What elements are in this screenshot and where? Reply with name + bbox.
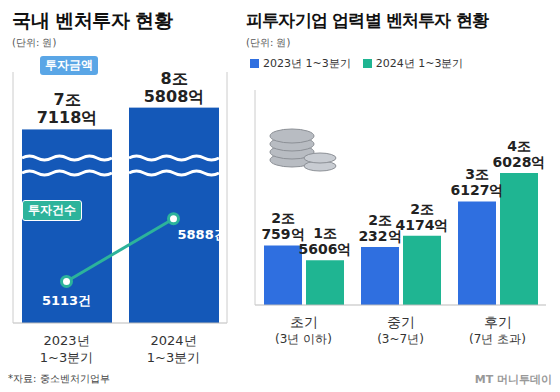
svg-text:3조: 3조 bbox=[465, 166, 489, 182]
svg-text:5808억: 5808억 bbox=[144, 87, 205, 106]
svg-text:중기: 중기 bbox=[387, 314, 415, 330]
svg-text:후기: 후기 bbox=[484, 314, 512, 330]
svg-text:4174억: 4174억 bbox=[396, 217, 449, 233]
svg-text:1조: 1조 bbox=[313, 225, 337, 241]
html-text:2024년 1~3분기: 2024년 1~3분기 bbox=[375, 57, 464, 70]
svg-text:5606억: 5606억 bbox=[299, 241, 352, 257]
svg-text:1~3분기: 1~3분기 bbox=[40, 350, 93, 365]
svg-text:2023년: 2023년 bbox=[43, 333, 89, 348]
html-text:(단위: 원): (단위: 원) bbox=[12, 37, 57, 48]
svg-text:232억: 232억 bbox=[358, 228, 402, 244]
svg-text:8조: 8조 bbox=[160, 69, 187, 88]
svg-text:759억: 759억 bbox=[261, 226, 304, 242]
svg-text:초기: 초기 bbox=[290, 314, 318, 330]
html-text:MT 머니투데이: MT 머니투데이 bbox=[474, 373, 552, 386]
svg-text:2조: 2조 bbox=[410, 201, 434, 217]
svg-text:4조: 4조 bbox=[507, 138, 531, 154]
svg-text:1~3분기: 1~3분기 bbox=[147, 350, 200, 365]
html-text:(단위: 원): (단위: 원) bbox=[246, 37, 291, 48]
html-text:투자건수: 투자건수 bbox=[28, 203, 76, 217]
svg-text:7118억: 7118억 bbox=[37, 108, 98, 127]
svg-text:(3년 이하): (3년 이하) bbox=[275, 332, 332, 346]
svg-text:2024년: 2024년 bbox=[150, 333, 196, 348]
svg-text:7조: 7조 bbox=[53, 90, 80, 109]
html-text:국내 벤처투자 현황: 국내 벤처투자 현황 bbox=[12, 9, 173, 31]
html-text:투자금액: 투자금액 bbox=[45, 58, 93, 72]
svg-text:6028억: 6028억 bbox=[493, 154, 546, 170]
svg-text:6127억: 6127억 bbox=[451, 182, 504, 198]
svg-text:2조: 2조 bbox=[368, 212, 392, 228]
svg-text:(3~7년): (3~7년) bbox=[377, 332, 424, 346]
svg-text:2조: 2조 bbox=[271, 210, 295, 226]
html-text:*자료: 중소벤처기업부: *자료: 중소벤처기업부 bbox=[8, 373, 110, 384]
html-text:2023년 1~3분기: 2023년 1~3분기 bbox=[263, 57, 351, 70]
html-text:피투자기업 업력별 벤처투자 현황: 피투자기업 업력별 벤처투자 현황 bbox=[246, 10, 489, 30]
svg-text:5113건: 5113건 bbox=[42, 293, 91, 308]
svg-text:(7년 초과): (7년 초과) bbox=[469, 332, 526, 346]
svg-text:5888건: 5888건 bbox=[178, 227, 227, 242]
